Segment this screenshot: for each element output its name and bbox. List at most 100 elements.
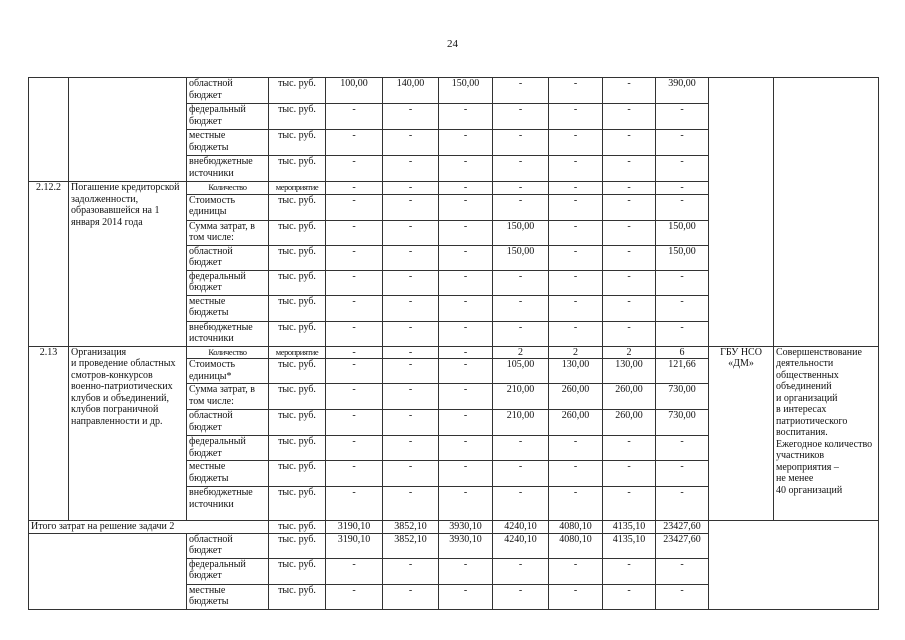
table-row: внебюджетные источники тыс. руб. - - - - - - - xyxy=(29,155,879,182)
value-cell: - xyxy=(655,320,709,347)
value-cell: - xyxy=(655,181,709,195)
source-cell: Количество xyxy=(186,181,269,195)
value-cell: - xyxy=(438,409,493,436)
value-cell: 23427,60 xyxy=(655,532,709,559)
value-cell: - xyxy=(438,557,493,585)
value-cell: 6 xyxy=(655,345,709,359)
item-name: Погашение кредиторской задолженности, об… xyxy=(68,181,187,347)
unit-cell: тыс. руб. xyxy=(268,103,326,130)
value-cell: 260,00 xyxy=(602,409,656,436)
source-cell: внебюджетные источники xyxy=(186,320,269,347)
value-cell: - xyxy=(548,460,603,487)
table-row: местные бюджеты тыс. руб. - - - - - - - xyxy=(29,129,879,156)
value-cell: - xyxy=(548,435,603,461)
value-cell: - xyxy=(548,193,603,221)
unit-cell: тыс. руб. xyxy=(268,383,326,410)
source-cell: федеральный бюджет xyxy=(186,269,269,296)
value-cell: - xyxy=(382,219,439,246)
table-row: Стоимость единицы тыс. руб. - - - - - - - xyxy=(29,193,879,221)
table-row: Стоимость единицы* тыс. руб. - - -105,00 130,… xyxy=(29,358,879,384)
unit-cell: тыс. руб. xyxy=(268,219,326,246)
value-cell: 105,00 xyxy=(492,358,549,384)
value-cell: - xyxy=(492,129,549,156)
page-number: 24 xyxy=(447,38,458,50)
value-cell: - xyxy=(548,583,603,610)
value-cell: 130,00 xyxy=(548,358,603,384)
value-cell: 730,00 xyxy=(655,383,709,410)
value-cell: - xyxy=(325,103,383,130)
value-cell: - xyxy=(382,181,439,195)
value-cell: - xyxy=(325,583,383,610)
value-cell: - xyxy=(655,460,709,487)
total-label: Итого затрат на решение задачи 2 xyxy=(28,520,269,534)
value-cell: - xyxy=(325,244,383,271)
item-name: Организация и проведение областных смотр… xyxy=(68,345,187,521)
value-cell: - xyxy=(602,320,656,347)
unit-cell: тыс. руб. xyxy=(268,435,326,461)
source-cell: внебюджетные источники xyxy=(186,155,269,182)
value-cell: - xyxy=(492,557,549,585)
table-row: внебюджетные источники тыс. руб. - - - - - - - xyxy=(29,320,879,347)
value-cell: 150,00 xyxy=(438,77,493,104)
value-cell: 260,00 xyxy=(548,409,603,436)
empty-cell xyxy=(28,532,187,610)
value-cell: - xyxy=(548,103,603,130)
source-cell: местные бюджеты xyxy=(186,460,269,487)
value-cell: - xyxy=(438,155,493,182)
value-cell: - xyxy=(655,103,709,130)
value-cell: - xyxy=(438,129,493,156)
value-cell: - xyxy=(438,320,493,347)
value-cell: 4080,10 xyxy=(548,532,603,559)
value-cell: - xyxy=(548,219,603,246)
value-cell: - xyxy=(655,155,709,182)
value-cell: - xyxy=(602,103,656,130)
value-cell: - xyxy=(438,181,493,195)
unit-cell: тыс. руб. xyxy=(268,269,326,296)
value-cell: - xyxy=(548,77,603,104)
value-cell: - xyxy=(325,294,383,322)
table-row: областной бюджет тыс. руб. 3190,10 3852,10 3… xyxy=(28,532,879,610)
value-cell: 150,00 xyxy=(492,244,549,271)
unit-cell: тыс. руб. xyxy=(268,532,326,559)
value-cell: - xyxy=(655,583,709,610)
unit-cell: тыс. руб. xyxy=(268,193,326,221)
value-cell: 730,00 xyxy=(655,409,709,436)
value-cell: - xyxy=(548,129,603,156)
value-cell: - xyxy=(492,181,549,195)
value-cell: - xyxy=(382,345,439,359)
value-cell: 390,00 xyxy=(655,77,709,104)
value-cell: - xyxy=(438,193,493,221)
value-cell: - xyxy=(438,486,493,521)
executor-cell: ГБУ НСО «ДМ» xyxy=(708,345,774,521)
value-cell: - xyxy=(325,155,383,182)
unit-cell: тыс. руб. xyxy=(268,557,326,585)
unit-cell: тыс. руб. xyxy=(268,129,326,156)
value-cell: - xyxy=(382,320,439,347)
value-cell: - xyxy=(492,269,549,296)
value-cell: - xyxy=(382,155,439,182)
value-cell: - xyxy=(548,155,603,182)
value-cell: - xyxy=(602,557,656,585)
item-name xyxy=(68,77,187,182)
value-cell: - xyxy=(438,103,493,130)
unit-cell: тыс. руб. xyxy=(268,244,326,271)
table-row: федеральный бюджет тыс. руб. - - - - - - - xyxy=(29,435,879,461)
value-cell: 4135,10 xyxy=(602,532,656,559)
value-cell: 3852,10 xyxy=(382,532,439,559)
value-cell: - xyxy=(325,460,383,487)
value-cell: - xyxy=(438,383,493,410)
table-row: 2.13 Организация и проведение областных с… xyxy=(28,345,879,521)
value-cell: - xyxy=(325,193,383,221)
value-cell: - xyxy=(382,129,439,156)
value-cell: 2 xyxy=(548,345,603,359)
value-cell: - xyxy=(325,435,383,461)
source-cell: областной бюджет xyxy=(186,409,269,436)
value-cell: - xyxy=(438,345,493,359)
value-cell: - xyxy=(325,409,383,436)
source-cell: областной бюджет xyxy=(186,77,269,104)
value-cell: 4240,10 xyxy=(492,520,549,534)
value-cell: - xyxy=(602,193,656,221)
unit-cell: тыс. руб. xyxy=(268,520,326,534)
value-cell: - xyxy=(548,557,603,585)
source-cell: Стоимость единицы xyxy=(186,193,269,221)
